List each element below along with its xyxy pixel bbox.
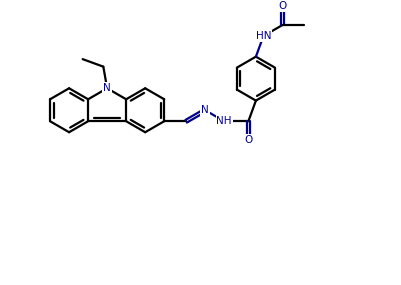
Text: N: N	[201, 105, 209, 115]
Text: HN: HN	[256, 31, 271, 41]
Text: O: O	[244, 135, 253, 145]
Text: NH: NH	[217, 116, 232, 126]
Text: N: N	[103, 83, 111, 93]
Text: O: O	[278, 1, 287, 11]
